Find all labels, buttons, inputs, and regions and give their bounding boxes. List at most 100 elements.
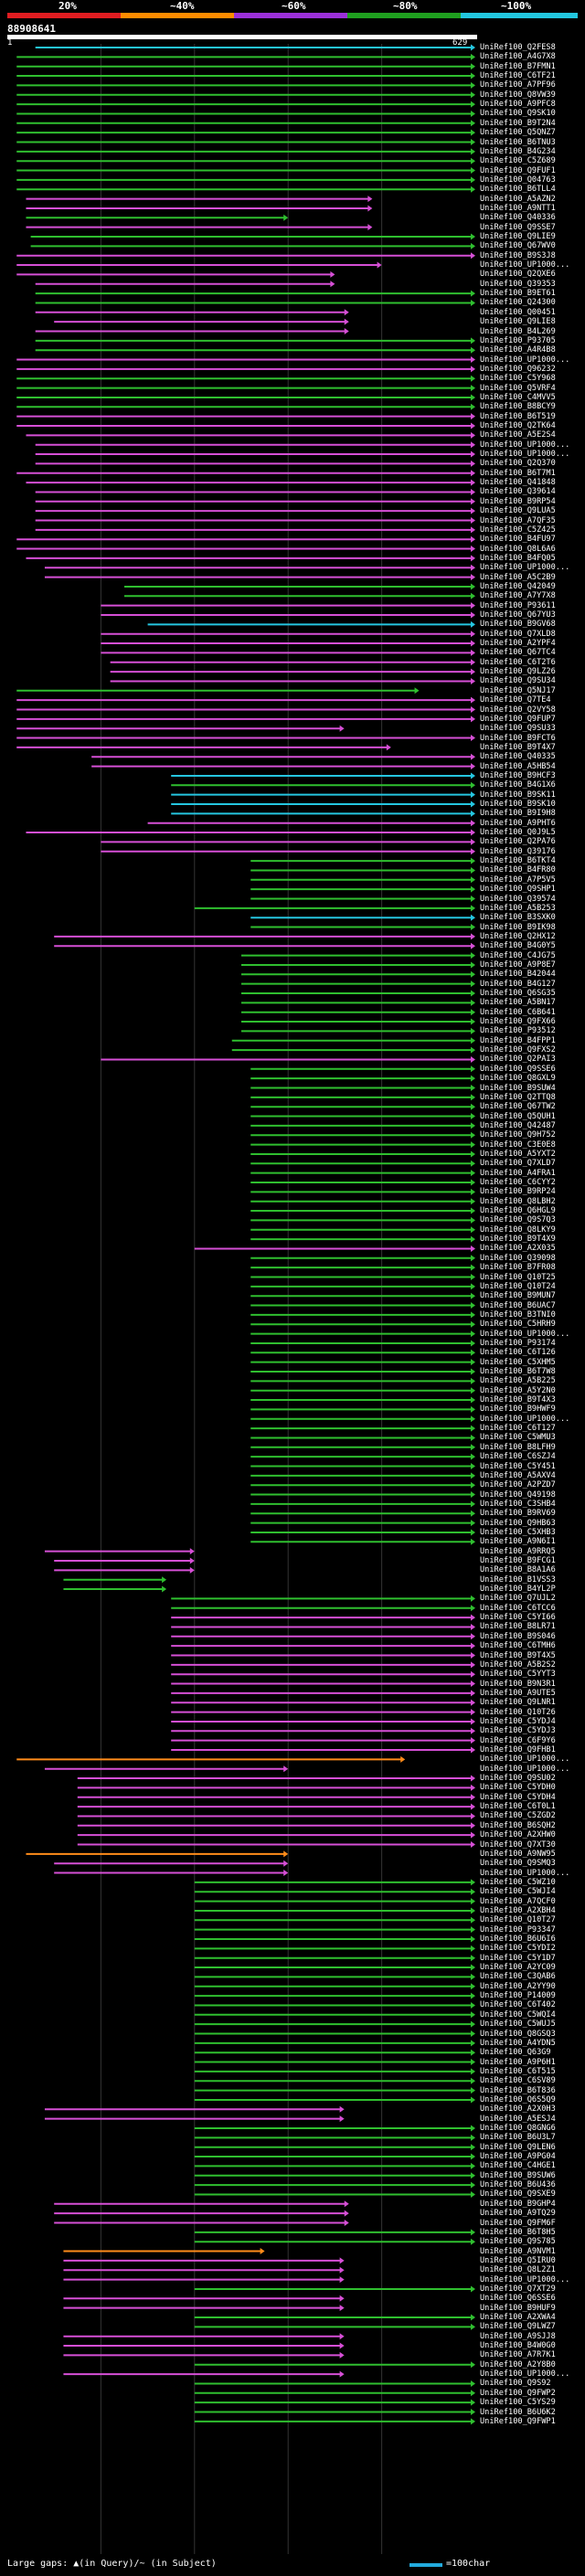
hit-label[interactable]: UniRef100_A9P8E7 <box>480 959 556 970</box>
hit-label[interactable]: UniRef100_A7R7K1 <box>480 2350 556 2360</box>
hit-label[interactable]: UniRef100_Q5NJ17 <box>480 685 556 695</box>
hit-label[interactable]: UniRef100_P93611 <box>480 600 556 610</box>
hit-label[interactable]: UniRef100_Q5QNZ7 <box>480 128 556 138</box>
hit-label[interactable]: UniRef100_A4G7X8 <box>480 52 556 62</box>
hit-label[interactable]: UniRef100_C6SV89 <box>480 2076 556 2086</box>
hit-label[interactable]: UniRef100_Q7UJL2 <box>480 1594 556 1604</box>
hit-label[interactable]: UniRef100_C6F9Y6 <box>480 1735 556 1745</box>
hit-label[interactable]: UniRef100_Q41848 <box>480 478 556 488</box>
hit-label[interactable]: UniRef100_B6SQH2 <box>480 1820 556 1830</box>
hit-label[interactable]: UniRef100_B6TKT4 <box>480 856 556 866</box>
hit-label[interactable]: UniRef100_A4YDN5 <box>480 2038 556 2048</box>
hit-label[interactable]: UniRef100_P93347 <box>480 1924 556 1935</box>
hit-label[interactable]: UniRef100_B9T4X7 <box>480 742 556 752</box>
hit-label[interactable]: UniRef100_Q9LEN6 <box>480 2142 556 2152</box>
hit-label[interactable]: UniRef100_B9HWF9 <box>480 1405 556 1415</box>
hit-label[interactable]: UniRef100_A2YY90 <box>480 1981 556 1991</box>
hit-label[interactable]: UniRef100_C5XHB3 <box>480 1527 556 1537</box>
hit-label[interactable]: UniRef100_C5ZGD2 <box>480 1811 556 1821</box>
hit-label[interactable]: UniRef100_C5WJI4 <box>480 1887 556 1897</box>
hit-label[interactable]: UniRef100_A9N6I1 <box>480 1537 556 1547</box>
hit-label[interactable]: UniRef100_Q9SU34 <box>480 676 556 686</box>
hit-label[interactable]: UniRef100_B4G234 <box>480 146 556 156</box>
hit-label[interactable]: UniRef100_C5Z689 <box>480 156 556 166</box>
hit-label[interactable]: UniRef100_Q9LUA5 <box>480 506 556 516</box>
hit-label[interactable]: UniRef100_A7QCF0 <box>480 1896 556 1906</box>
hit-label[interactable]: UniRef100_C5Y1D7 <box>480 1953 556 1963</box>
hit-label[interactable]: UniRef100_Q8L6A6 <box>480 544 556 554</box>
hit-label[interactable]: UniRef100_B9ET61 <box>480 289 556 299</box>
hit-label[interactable]: UniRef100_B6T7W8 <box>480 1367 556 1376</box>
hit-label[interactable]: UniRef100_C5YS29 <box>480 2398 556 2408</box>
hit-label[interactable]: UniRef100_Q67TC4 <box>480 648 556 658</box>
hit-label[interactable]: UniRef100_Q9SHP1 <box>480 885 556 895</box>
hit-label[interactable]: UniRef100_B9MUN7 <box>480 1291 556 1301</box>
hit-label[interactable]: UniRef100_P93174 <box>480 1338 556 1348</box>
hit-label[interactable]: UniRef100_Q8GXL9 <box>480 1074 556 1084</box>
hit-label[interactable]: UniRef100_B6U3L7 <box>480 2133 556 2143</box>
hit-label[interactable]: UniRef100_Q9S785 <box>480 2237 556 2247</box>
hit-label[interactable]: UniRef100_C5YI66 <box>480 1613 556 1623</box>
hit-label[interactable]: UniRef100_A7QF35 <box>480 515 556 525</box>
hit-label[interactable]: UniRef100_Q2TTQ8 <box>480 1092 556 1102</box>
hit-label[interactable]: UniRef100_Q04763 <box>480 175 556 185</box>
hit-label[interactable]: UniRef100_UP1000... <box>480 1329 570 1339</box>
hit-label[interactable]: UniRef100_B8LR71 <box>480 1622 556 1632</box>
hit-label[interactable]: UniRef100_B4FPP1 <box>480 1035 556 1045</box>
hit-label[interactable]: UniRef100_B4G127 <box>480 979 556 989</box>
hit-label[interactable]: UniRef100_Q2FES8 <box>480 43 556 52</box>
hit-label[interactable]: UniRef100_Q9SMQ3 <box>480 1859 556 1869</box>
hit-label[interactable]: UniRef100_C6T127 <box>480 1424 556 1434</box>
hit-label[interactable]: UniRef100_Q8VW39 <box>480 90 556 100</box>
hit-label[interactable]: UniRef100_C5WQI4 <box>480 2009 556 2019</box>
hit-label[interactable]: UniRef100_Q9HB63 <box>480 1518 556 1528</box>
hit-label[interactable]: UniRef100_A9SJJ8 <box>480 2331 556 2341</box>
hit-label[interactable]: UniRef100_A7PF96 <box>480 80 556 90</box>
hit-label[interactable]: UniRef100_A4FRA1 <box>480 1168 556 1178</box>
hit-label[interactable]: UniRef100_Q9SU33 <box>480 724 556 734</box>
hit-label[interactable]: UniRef100_B4W0G0 <box>480 2341 556 2351</box>
hit-label[interactable]: UniRef100_B6TLL4 <box>480 185 556 195</box>
hit-label[interactable]: UniRef100_C6TCC6 <box>480 1603 556 1613</box>
hit-label[interactable]: UniRef100_UP1000... <box>480 1764 570 1774</box>
hit-label[interactable]: UniRef100_A5Y2N0 <box>480 1385 556 1395</box>
hit-label[interactable]: UniRef100_B9T2N4 <box>480 118 556 128</box>
hit-label[interactable]: UniRef100_Q9SU02 <box>480 1774 556 1784</box>
hit-label[interactable]: UniRef100_A2XBH4 <box>480 1905 556 1915</box>
hit-label[interactable]: UniRef100_UP1000... <box>480 2274 570 2284</box>
hit-label[interactable]: UniRef100_C5YDI2 <box>480 1944 556 1954</box>
hit-label[interactable]: UniRef100_C6TF21 <box>480 71 556 81</box>
hit-label[interactable]: UniRef100_Q9S92 <box>480 2379 551 2389</box>
hit-label[interactable]: UniRef100_Q39176 <box>480 846 556 856</box>
hit-label[interactable]: UniRef100_Q8L2Z1 <box>480 2265 556 2275</box>
hit-label[interactable]: UniRef100_Q7XT29 <box>480 2284 556 2294</box>
hit-label[interactable]: UniRef100_B4FU97 <box>480 535 556 545</box>
hit-label[interactable]: UniRef100_Q10T27 <box>480 1915 556 1925</box>
hit-label[interactable]: UniRef100_A5AXV4 <box>480 1470 556 1480</box>
hit-label[interactable]: UniRef100_Q5VRF4 <box>480 383 556 393</box>
hit-label[interactable]: UniRef100_B4G1X6 <box>480 780 556 790</box>
hit-label[interactable]: UniRef100_C6T402 <box>480 2000 556 2010</box>
hit-label[interactable]: UniRef100_A5E2S4 <box>480 430 556 440</box>
hit-label[interactable]: UniRef100_A5BN17 <box>480 998 556 1008</box>
hit-label[interactable]: UniRef100_B9T4X3 <box>480 1395 556 1405</box>
hit-label[interactable]: UniRef100_A2PZD7 <box>480 1480 556 1490</box>
hit-label[interactable]: UniRef100_B9HUF9 <box>480 2303 556 2313</box>
hit-label[interactable]: UniRef100_Q2VY58 <box>480 705 556 715</box>
hit-label[interactable]: UniRef100_C4HGE1 <box>480 2161 556 2171</box>
hit-label[interactable]: UniRef100_B9I9H8 <box>480 809 556 819</box>
hit-label[interactable]: UniRef100_A7P5V5 <box>480 875 556 885</box>
hit-label[interactable]: UniRef100_B1VSS3 <box>480 1574 556 1585</box>
hit-label[interactable]: UniRef100_Q7XLD7 <box>480 1159 556 1169</box>
hit-label[interactable]: UniRef100_UP1000... <box>480 2369 570 2380</box>
hit-label[interactable]: UniRef100_Q39574 <box>480 894 556 904</box>
hit-label[interactable]: UniRef100_Q2Q370 <box>480 459 556 469</box>
hit-label[interactable]: UniRef100_Q9SSE7 <box>480 222 556 232</box>
hit-label[interactable]: UniRef100_Q00451 <box>480 307 556 317</box>
hit-label[interactable]: UniRef100_A5AZN2 <box>480 194 556 204</box>
hit-label[interactable]: UniRef100_B9N3R1 <box>480 1679 556 1689</box>
hit-label[interactable]: UniRef100_C6T126 <box>480 1348 556 1358</box>
hit-label[interactable]: UniRef100_P14009 <box>480 1991 556 2001</box>
hit-label[interactable]: UniRef100_B9FCT6 <box>480 733 556 743</box>
hit-label[interactable]: UniRef100_C5WUJ5 <box>480 2019 556 2030</box>
